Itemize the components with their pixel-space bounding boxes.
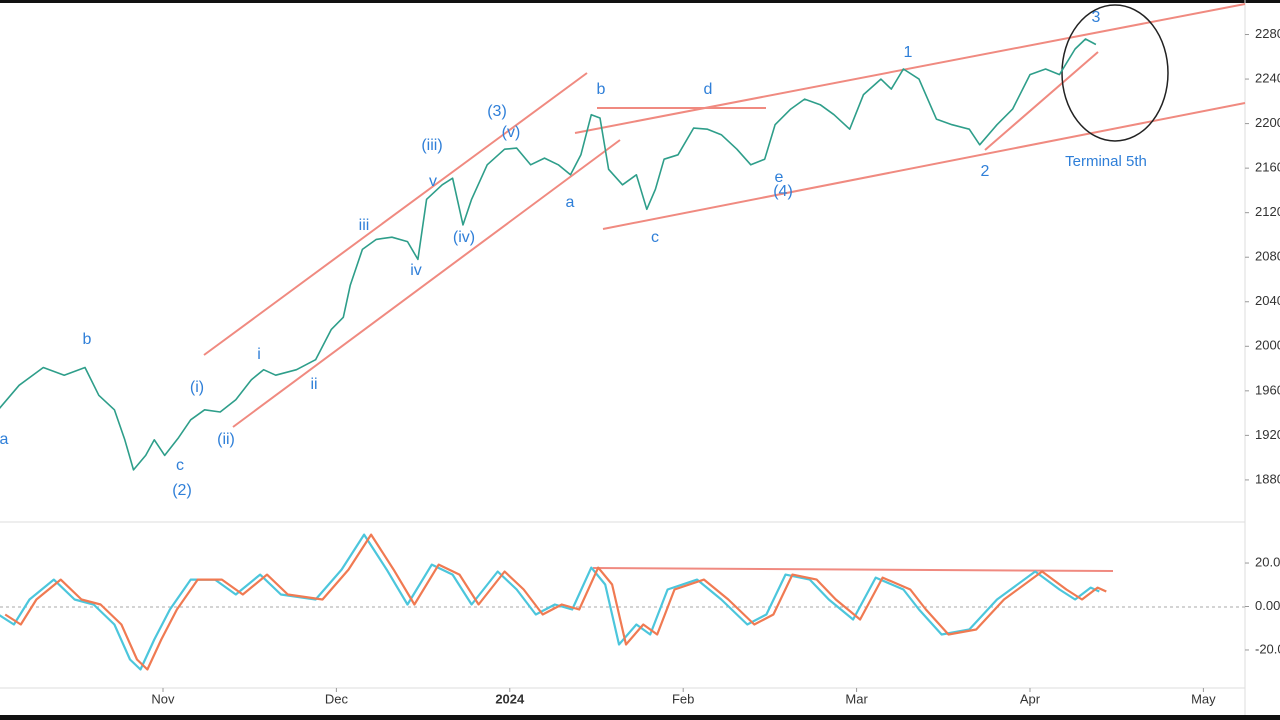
wave-label: (2) bbox=[172, 482, 192, 499]
y-tick-label: 2280 bbox=[1255, 26, 1280, 41]
oscillator-line bbox=[592, 567, 1114, 572]
trendlines bbox=[203, 3, 1246, 572]
wave-label: (v) bbox=[502, 124, 521, 141]
y-tick-label: -20.00 bbox=[1255, 641, 1280, 656]
x-tick-label: 2024 bbox=[495, 691, 525, 706]
wave-label: 2 bbox=[981, 163, 990, 180]
x-tick-label: Feb bbox=[672, 691, 694, 706]
wave-label: (3) bbox=[487, 103, 507, 120]
x-tick-label: May bbox=[1191, 691, 1216, 706]
wave-label: b bbox=[597, 81, 606, 98]
y-tick-label: 2240 bbox=[1255, 70, 1280, 85]
x-tick-label: Apr bbox=[1020, 691, 1041, 706]
y-tick-label: 2040 bbox=[1255, 293, 1280, 308]
y-tick-label: 2080 bbox=[1255, 249, 1280, 264]
wave-label: ii bbox=[310, 376, 317, 393]
wave-trendline bbox=[984, 51, 1099, 151]
wave-label: iii bbox=[359, 217, 370, 234]
wave-label: (ii) bbox=[217, 431, 235, 448]
y-tick-label: 2200 bbox=[1255, 115, 1280, 130]
y-tick-label: 20.00 bbox=[1255, 554, 1280, 569]
wedge-upper bbox=[574, 3, 1246, 134]
y-tick-label: 0.00 bbox=[1255, 598, 1280, 613]
annotations: a b c (2) (i) (ii) i ii iii iv (iii) v (… bbox=[0, 9, 1147, 499]
wave-label: 1 bbox=[904, 44, 913, 61]
wave-label: (i) bbox=[190, 379, 204, 396]
wave-label: a bbox=[0, 431, 9, 448]
wave-label: d bbox=[704, 81, 713, 98]
y-tick-label: 1960 bbox=[1255, 382, 1280, 397]
wave-label: (iii) bbox=[421, 137, 442, 154]
x-tick-label: Nov bbox=[151, 691, 175, 706]
wave-label: (iv) bbox=[453, 229, 475, 246]
wave-label: e bbox=[775, 169, 784, 186]
wave-label: i bbox=[257, 346, 261, 363]
data-line bbox=[0, 38, 1097, 471]
x-tick-label: Mar bbox=[845, 691, 868, 706]
data-line bbox=[4, 533, 1107, 671]
wave-label: 3 bbox=[1092, 9, 1101, 26]
wave-label: b bbox=[83, 331, 92, 348]
x-tick-label: Dec bbox=[325, 691, 349, 706]
channel-upper bbox=[203, 72, 588, 356]
data-line bbox=[0, 533, 1100, 671]
y-tick-label: 1880 bbox=[1255, 471, 1280, 486]
wave-label: iv bbox=[410, 262, 422, 279]
wave-label: (4) bbox=[773, 183, 793, 200]
wave-label: v bbox=[429, 173, 437, 190]
y-tick-label: 2000 bbox=[1255, 338, 1280, 353]
y-tick-label: 2120 bbox=[1255, 204, 1280, 219]
y-tick-label: 1920 bbox=[1255, 427, 1280, 442]
wave-label: c bbox=[651, 229, 659, 246]
top-border bbox=[0, 0, 1280, 3]
bottom-border bbox=[0, 715, 1280, 720]
wave-label: Terminal 5th bbox=[1065, 153, 1147, 170]
y-tick-label: 2160 bbox=[1255, 160, 1280, 175]
wave-label: c bbox=[176, 457, 184, 474]
wedge-lower bbox=[602, 102, 1246, 230]
wave-label: a bbox=[566, 194, 575, 211]
channel-lower bbox=[232, 139, 621, 428]
circle-highlight bbox=[1061, 4, 1169, 142]
